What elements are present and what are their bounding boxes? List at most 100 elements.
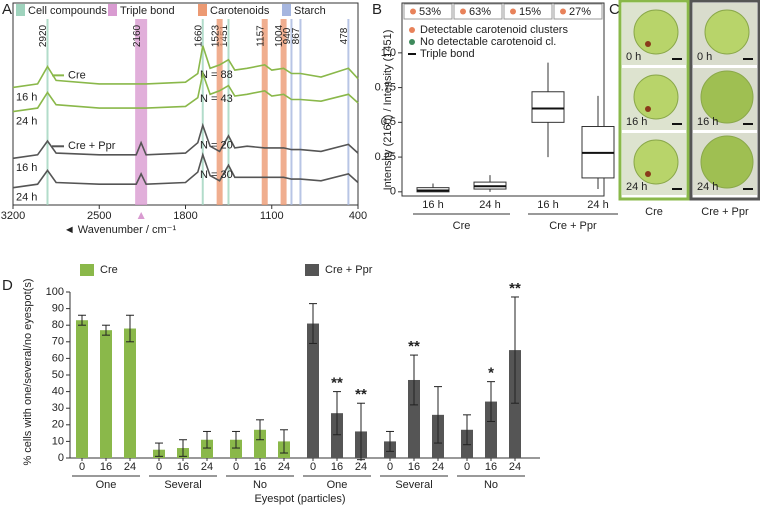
annotation-dot [460,8,466,15]
x-tick-label: 0 [310,461,316,473]
x-tick-label: 24 [201,461,213,473]
annotation: 27% [569,6,591,18]
bar [307,323,319,458]
x-tick-label: 16 h [422,199,443,211]
significance: ** [408,338,420,355]
spectrum [12,152,359,189]
n-label: N = 88 [200,69,233,81]
significance: ** [509,280,521,297]
legend-label: Starch [294,5,326,17]
panel-letter: D [2,277,13,294]
legend-label: Triple bond [120,5,175,17]
cell [633,139,679,185]
x-tick-label: 400 [349,210,367,222]
eyespot [645,41,651,47]
bar [408,379,420,458]
x-tick-label: 16 [408,461,420,473]
spectrum [12,122,359,160]
bar [124,328,136,458]
n-label: N = 30 [200,169,233,181]
x-tick-label: 1100 [260,210,284,222]
y-tick-label: 10 [52,435,64,447]
legend-swatch [198,4,207,16]
cell [633,9,679,55]
cell [633,74,679,120]
group-label: Several [395,479,432,491]
frame-label: 24 h [697,181,718,193]
cell [704,9,750,55]
legend-swatch [108,4,117,16]
y-tick-label: 0 [58,452,64,464]
group-label: Several [164,479,201,491]
column-frame [689,0,760,201]
peak-label: 1523 [210,24,221,47]
significance: * [488,365,494,382]
legend-swatch [305,264,319,276]
frame-label: 24 h [626,181,647,193]
frame-label: 16 h [697,116,718,128]
peak-band [201,19,204,205]
x-axis-label: Eyespot (particles) [254,493,345,505]
peak-band [227,19,230,205]
y-tick-label: 100 [46,286,64,298]
y-tick-label: 20 [52,419,64,431]
annotation-dot [560,8,566,15]
peak-band [299,19,302,205]
peak-label: 2920 [38,24,49,47]
annotation-cell [553,3,603,20]
peak-pointer: ▲ [135,208,147,222]
plot-frame [401,2,605,197]
frame-label: 16 h [626,116,647,128]
y-tick-label: 90 [52,303,64,315]
legend-label: Cell compounds [28,5,107,17]
panel-letter: C [609,1,620,18]
box [531,91,565,123]
series-label: 24 h [16,115,37,127]
x-tick-label: 16 [485,461,497,473]
y-tick-label: 0.25 [375,151,396,163]
cell [700,135,754,189]
peak-label: 1451 [219,24,230,47]
x-tick-label: 16 [331,461,343,473]
y-tick-label: 50 [52,369,64,381]
group-label: Cre [453,220,471,232]
x-tick-label: 2500 [87,210,111,222]
bar [509,350,521,458]
group-label: No [484,479,498,491]
peak-band [46,19,49,205]
y-tick-label: 30 [52,402,64,414]
x-tick-label: 0 [156,461,162,473]
legend-swatch [16,4,25,16]
peak-band [216,19,223,205]
group-label: Cre + Ppr [68,140,116,152]
x-tick-label: 1800 [173,210,197,222]
x-tick-label: 0 [387,461,393,473]
bar [100,330,112,458]
x-tick-label: 16 h [537,199,558,211]
column-label: Cre + Ppr [701,206,749,218]
y-tick-label: 0 [390,186,396,198]
annotation-cell [453,3,503,20]
x-tick-label: 24 [509,461,521,473]
plot-frame [12,2,359,206]
eyespot [645,171,651,177]
bar [485,401,497,458]
peak-label: 1660 [193,24,204,47]
group-label: Cre + Ppr [549,220,597,232]
legend-label: Carotenoids [210,5,270,17]
column-frame [618,0,690,201]
y-axis-label: Intensity (2160) / Intensity (1451) [382,30,394,191]
x-tick-label: 24 h [587,199,608,211]
group-label: No [253,479,267,491]
y-tick-label: 0.75 [375,81,396,93]
panel-letter: B [372,1,382,18]
annotation: 63% [469,6,491,18]
legend-label: Triple bond [420,48,475,60]
legend-swatch [80,264,94,276]
x-tick-label: 16 [177,461,189,473]
x-tick-label: 24 [278,461,290,473]
peak-label: 940 [282,27,293,44]
y-tick-label: 0.5 [381,116,396,128]
bar [201,439,213,458]
